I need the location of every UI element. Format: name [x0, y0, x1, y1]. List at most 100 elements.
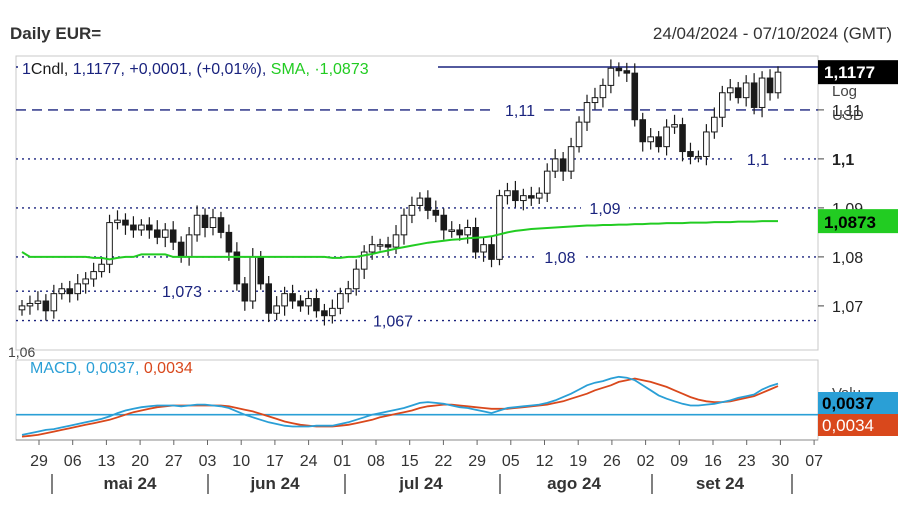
candle-body	[130, 224, 137, 231]
month-label: jun 24	[249, 474, 300, 493]
x-tick-label: 24	[300, 453, 318, 470]
x-tick-label: 06	[64, 453, 82, 470]
candle-body	[671, 124, 678, 128]
candle-body	[663, 126, 670, 148]
candle-body	[631, 72, 639, 121]
month-label: set 24	[696, 474, 745, 493]
sma-badge-label: 1,0873	[824, 213, 876, 232]
candle-body	[711, 116, 718, 133]
x-tick-label: 01	[333, 453, 351, 470]
candle-body	[655, 136, 662, 148]
candle-body	[567, 146, 575, 172]
candle-body	[496, 195, 503, 260]
level-label-bg	[369, 309, 417, 330]
level-label-bg	[496, 98, 544, 119]
candle-body	[225, 231, 233, 253]
x-tick-label: 09	[670, 453, 688, 470]
candle-body	[440, 214, 448, 231]
x-tick-label: 23	[738, 453, 756, 470]
candle-body	[583, 102, 591, 123]
month-label: jul 24	[398, 474, 443, 493]
candle-body	[687, 151, 694, 157]
candle-body	[448, 229, 456, 232]
candle-body	[480, 244, 487, 253]
candle-body	[591, 97, 599, 104]
x-tick-label: 27	[165, 453, 183, 470]
candle-body	[74, 283, 82, 295]
candle-body	[233, 251, 241, 285]
candle-body	[758, 77, 766, 108]
price-tick-label: 1,07	[832, 299, 863, 316]
candle-body	[742, 82, 750, 99]
candle-body	[146, 224, 153, 231]
candle-body	[392, 234, 400, 248]
legend-change: +0,0001,	[129, 61, 196, 78]
candle-body	[26, 302, 34, 307]
macd-badge-label: 0,0037	[822, 394, 874, 413]
candle-body	[50, 293, 58, 312]
candle-body	[695, 155, 702, 159]
candle-body	[305, 298, 312, 307]
candle-body	[257, 256, 265, 285]
month-label: ago 24	[547, 474, 601, 493]
price-tick-label: 1,08	[832, 250, 863, 267]
candle-body	[249, 256, 257, 302]
candle-body	[543, 170, 551, 194]
candle-body	[114, 219, 121, 224]
candle-body	[193, 214, 201, 236]
candle-body	[750, 82, 758, 108]
macd-badge	[818, 392, 898, 414]
x-tick-label: 30	[772, 453, 790, 470]
candle-body	[337, 293, 344, 309]
last-price-badge-label: 1,1177	[824, 63, 875, 82]
candle-body	[42, 300, 50, 312]
x-tick-label: 26	[603, 453, 621, 470]
level-label: 1,067	[373, 314, 413, 331]
candle-body	[177, 241, 185, 258]
candle-body	[185, 234, 193, 258]
x-tick-label: 12	[536, 453, 554, 470]
signal-legend-value: 0,0034	[144, 360, 193, 377]
candle-body	[472, 227, 479, 253]
candle-body	[82, 278, 89, 285]
candle-body	[599, 84, 607, 99]
candle-body	[575, 121, 583, 148]
candle-body	[138, 224, 145, 231]
price-legend: 1Cndl, 1,1177, +0,0001, (+0,01%), SMA, ·…	[22, 61, 369, 78]
candle-body	[639, 119, 647, 143]
x-tick-label: 07	[805, 453, 823, 470]
candle-body	[424, 197, 432, 211]
candle-body	[265, 283, 272, 314]
level-label-bg	[158, 280, 206, 301]
level-label: 1,073	[162, 284, 202, 301]
candle-body	[321, 310, 328, 317]
level-label: 1,09	[589, 201, 620, 218]
candle-body	[273, 305, 280, 314]
candle-body	[66, 288, 74, 295]
candle-body	[313, 298, 320, 312]
candle-body	[551, 158, 559, 172]
level-label-bg	[734, 147, 782, 168]
month-label: mai 24	[104, 474, 157, 493]
sma-line	[21, 220, 778, 261]
candle-body	[34, 300, 42, 304]
candle-body	[153, 229, 161, 238]
candle-body	[161, 229, 169, 238]
price-panel-frame	[15, 55, 819, 351]
candle-body	[512, 190, 519, 202]
candle-body	[360, 251, 368, 270]
candle-body	[615, 67, 623, 72]
x-tick-label: 08	[367, 453, 385, 470]
x-tick-label: 19	[569, 453, 587, 470]
candle-body	[726, 87, 734, 94]
candle-body	[774, 71, 782, 94]
legend-sma-value: ·1,0873	[314, 61, 368, 78]
candle-body	[535, 192, 543, 199]
candle-body	[281, 293, 288, 307]
x-tick-label: 05	[502, 453, 520, 470]
candle-body	[766, 77, 774, 94]
legend-series-name: Cndl,	[31, 61, 73, 78]
legend-bg	[18, 58, 438, 80]
x-tick-label: 29	[468, 453, 486, 470]
